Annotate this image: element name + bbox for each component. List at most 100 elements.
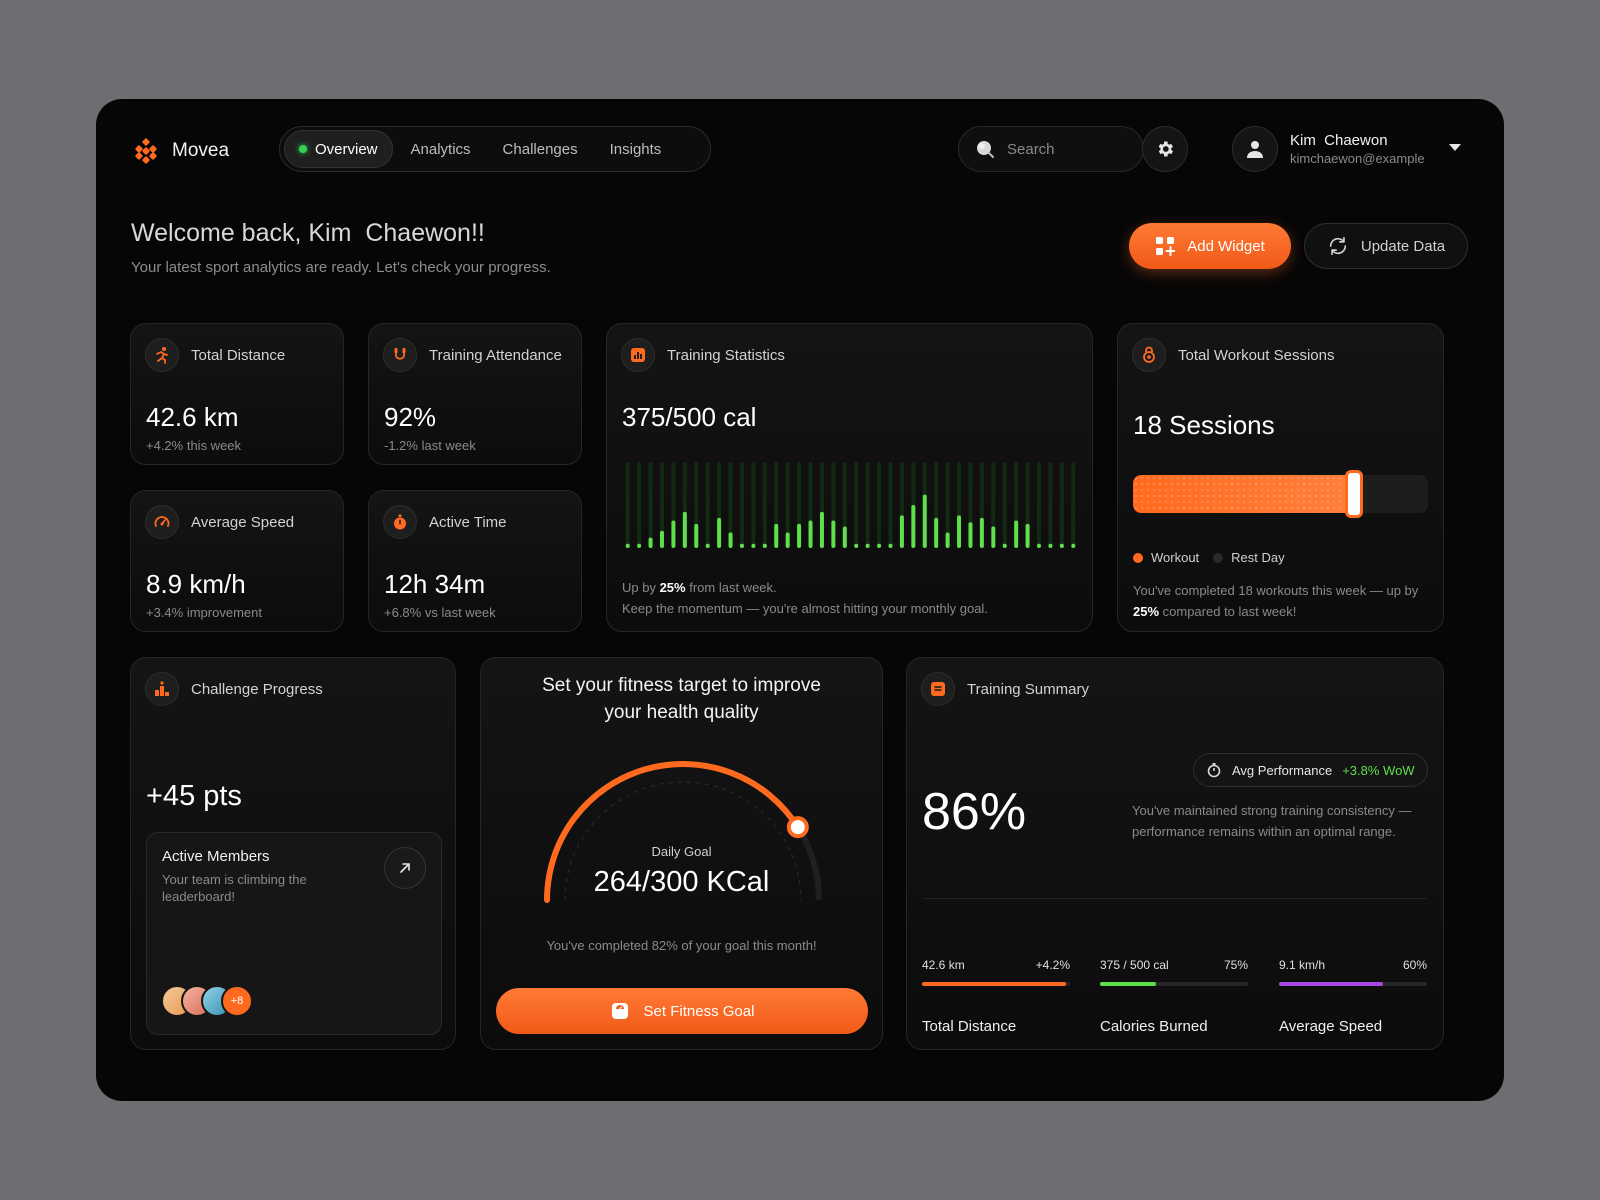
kettlebell-icon (1132, 338, 1166, 372)
chart-bar (648, 537, 653, 548)
open-arrow-button[interactable] (384, 847, 426, 889)
metric-bar (1100, 982, 1248, 986)
set-fitness-goal-button[interactable]: Set Fitness Goal (496, 988, 868, 1034)
card-header: Total Workout Sessions (1132, 338, 1334, 372)
gauge-value: 264/300 KCal (593, 866, 770, 898)
sessions-legend: Workout Rest Day (1133, 550, 1285, 565)
summary-percent: 86% (922, 783, 1027, 841)
bar-track (991, 462, 996, 548)
active-time-card[interactable]: Active Time 12h 34m +6.8% vs last week (368, 490, 582, 632)
note-highlight: 25% (1133, 604, 1160, 619)
member-avatars[interactable]: +8 (161, 985, 253, 1017)
card-value: 12h 34m (384, 569, 486, 599)
tab-insights[interactable]: Insights (596, 130, 676, 168)
add-widget-icon (1156, 237, 1176, 256)
sessions-note: You've completed 18 workouts this week —… (1133, 580, 1433, 622)
bar-track (1002, 462, 1007, 548)
goal-note: You've completed 82% of your goal this m… (546, 938, 817, 953)
note-suffix: from last week. (685, 580, 777, 595)
chart-bar (717, 517, 722, 548)
chart-bar (774, 523, 779, 548)
perf-label: Avg Performance (1232, 762, 1333, 778)
card-title: Training Statistics (667, 346, 785, 364)
points-value: +45 pts (146, 780, 242, 812)
metric-value: 9.1 km/h (1279, 958, 1326, 972)
active-members-panel[interactable]: Active Members Your team is climbing the… (146, 832, 442, 1035)
podium-icon (145, 672, 179, 706)
settings-button[interactable] (1142, 126, 1188, 172)
document-icon (921, 672, 955, 706)
chart-bar (911, 505, 916, 548)
search-icon (977, 141, 994, 158)
fitness-goal-card[interactable]: Set your fitness target to improve your … (480, 657, 883, 1050)
card-note: +3.4% improvement (146, 605, 262, 620)
chart-bar (899, 515, 904, 548)
goal-title: Set your fitness target to improve your … (481, 672, 882, 726)
note-prefix: You've completed 18 workouts this week —… (1133, 583, 1419, 598)
metric-calories-burned: 375 / 500 cal 75% Calories Burned (1100, 958, 1248, 1035)
metric-name: Calories Burned (1100, 1018, 1208, 1035)
avatar[interactable] (1232, 126, 1278, 172)
metric-bar-fill (1100, 982, 1157, 986)
chart-bar (1048, 543, 1053, 548)
training-summary-card[interactable]: Training Summary Avg Performance +3.8% W… (906, 657, 1444, 1050)
bar-track (739, 462, 744, 548)
sessions-slider-handle[interactable] (1345, 470, 1364, 518)
note-highlight: 25% (659, 580, 686, 595)
bar-track (648, 462, 653, 548)
total-distance-card[interactable]: Total Distance 42.6 km +4.2% this week (130, 323, 344, 465)
challenge-progress-card[interactable]: Challenge Progress +45 pts Active Member… (130, 657, 456, 1050)
chart-bar (1037, 543, 1042, 548)
tab-overview[interactable]: Overview (284, 130, 393, 168)
refresh-icon (1329, 236, 1347, 256)
update-data-button[interactable]: Update Data (1304, 223, 1468, 269)
chevron-down-icon[interactable] (1449, 144, 1461, 151)
training-attendance-card[interactable]: Training Attendance 92% -1.2% last week (368, 323, 582, 465)
card-title: Training Attendance (429, 346, 562, 364)
members-desc: Your team is climbing the leaderboard! (162, 872, 307, 904)
metric-right: 60% (1402, 958, 1427, 972)
tab-label: Challenges (502, 140, 578, 158)
average-speed-card[interactable]: Average Speed 8.9 km/h +3.4% improvement (130, 490, 344, 632)
chart-bar (739, 543, 744, 548)
add-widget-label: Add Widget (1187, 237, 1265, 255)
summary-description: You've maintained strong training consis… (1132, 803, 1412, 839)
bar-track (785, 462, 790, 548)
active-dot-icon (299, 145, 307, 153)
tab-challenges[interactable]: Challenges (489, 130, 592, 168)
card-header: Active Time (383, 505, 507, 539)
workout-sessions-card[interactable]: Total Workout Sessions 18 Sessions Worko… (1117, 323, 1444, 632)
scale-icon (611, 1003, 628, 1019)
chart-bar (934, 517, 939, 548)
user-menu[interactable]: Kim Chaewon kimchaewon@example (1232, 126, 1425, 172)
bar-track (888, 462, 893, 548)
chart-bar (922, 494, 927, 548)
chart-bar (625, 543, 630, 548)
bar-track (877, 462, 882, 548)
logo[interactable]: Movea (130, 135, 229, 167)
training-statistics-card[interactable]: Training Statistics 375/500 cal Up by 25… (606, 323, 1093, 632)
user-icon (1247, 141, 1263, 158)
card-header: Total Distance (145, 338, 285, 372)
bar-track (854, 462, 859, 548)
tab-analytics[interactable]: Analytics (397, 130, 485, 168)
bar-track (705, 462, 710, 548)
metric-value: 42.6 km (922, 958, 965, 972)
chart-bar (842, 526, 847, 548)
user-name: Kim Chaewon (1290, 132, 1388, 149)
avg-performance-badge: Avg Performance +3.8% WoW (1193, 753, 1428, 787)
chart-bar (979, 517, 984, 548)
search-input[interactable]: Search (958, 126, 1144, 172)
running-icon (145, 338, 179, 372)
metric-value: 375 / 500 cal (1100, 958, 1169, 972)
card-header: Training Attendance (383, 338, 562, 372)
chart-bar (877, 543, 882, 548)
stat-note-2: Keep the momentum — you're almost hittin… (622, 601, 988, 616)
legend-label: Workout (1151, 550, 1200, 565)
add-widget-button[interactable]: Add Widget (1129, 223, 1291, 269)
metric-total-distance: 42.6 km +4.2% Total Distance (922, 958, 1070, 1035)
tab-label: Analytics (410, 140, 471, 158)
bar-chart-icon (621, 338, 655, 372)
metric-bar (1279, 982, 1427, 986)
bar-track (728, 462, 733, 548)
